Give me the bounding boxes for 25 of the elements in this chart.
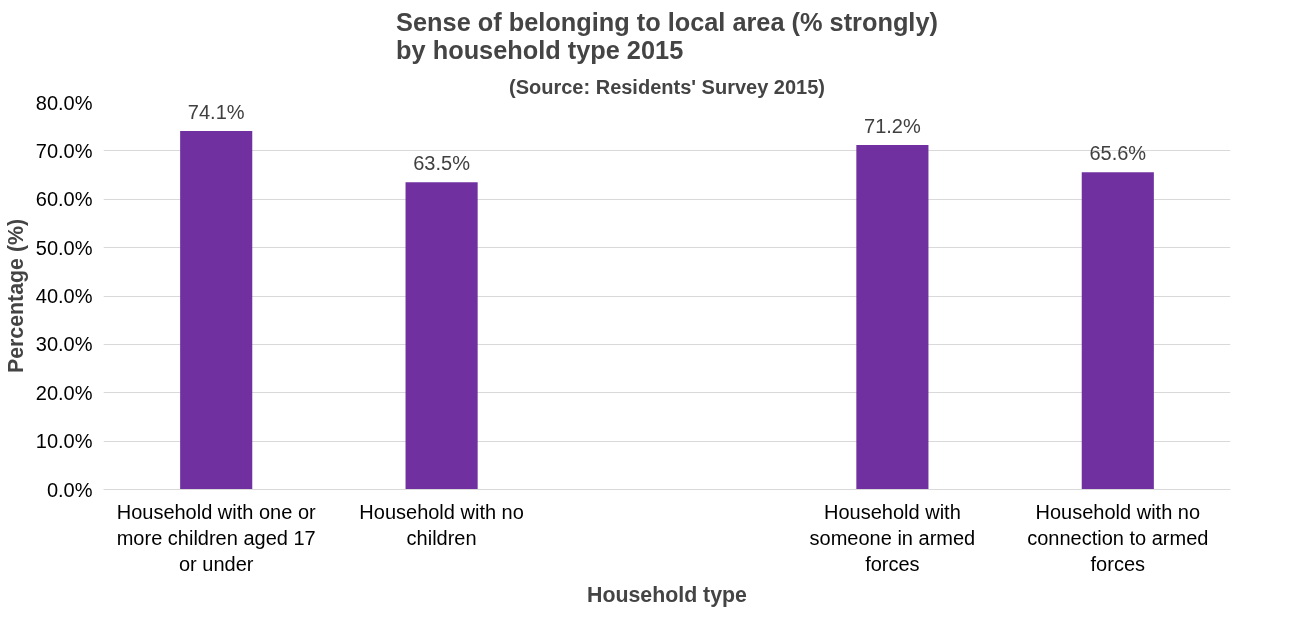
y-tick-label: 70.0% [35,139,93,162]
x-tick-label: Household with one or more children aged 17 or under [116,500,317,576]
data-label: 71.2% [864,115,921,138]
x-tick-label: Household with someone in armed forces [809,500,976,576]
y-tick-label: 60.0% [35,188,93,211]
chart-title: Sense of belonging to local area (% strongly) by household type 2015 [396,7,938,64]
y-tick-label: 0.0% [46,478,93,501]
y-tick-label: 80.0% [35,91,93,114]
data-label: 63.5% [413,152,471,175]
bar [180,131,253,490]
bar [1081,172,1154,490]
y-tick-label: 10.0% [35,430,93,453]
data-label: 74.1% [187,101,245,124]
y-tick-label: 30.0% [35,333,93,356]
data-label: 65.6% [1089,142,1147,165]
bar [856,145,929,490]
x-tick-label: Household with no connection to armed forces [1027,500,1209,576]
x-tick-label: Household with no children [359,500,524,549]
chart-subtitle: (Source: Residents' Survey 2015) [509,75,825,98]
y-tick-label: 20.0% [35,381,93,404]
bar [405,182,478,490]
y-tick-label: 40.0% [35,285,93,307]
y-tick-label: 50.0% [35,236,93,259]
x-axis-title: Household type [587,583,748,608]
y-axis-title: Percentage (%) [3,218,28,374]
